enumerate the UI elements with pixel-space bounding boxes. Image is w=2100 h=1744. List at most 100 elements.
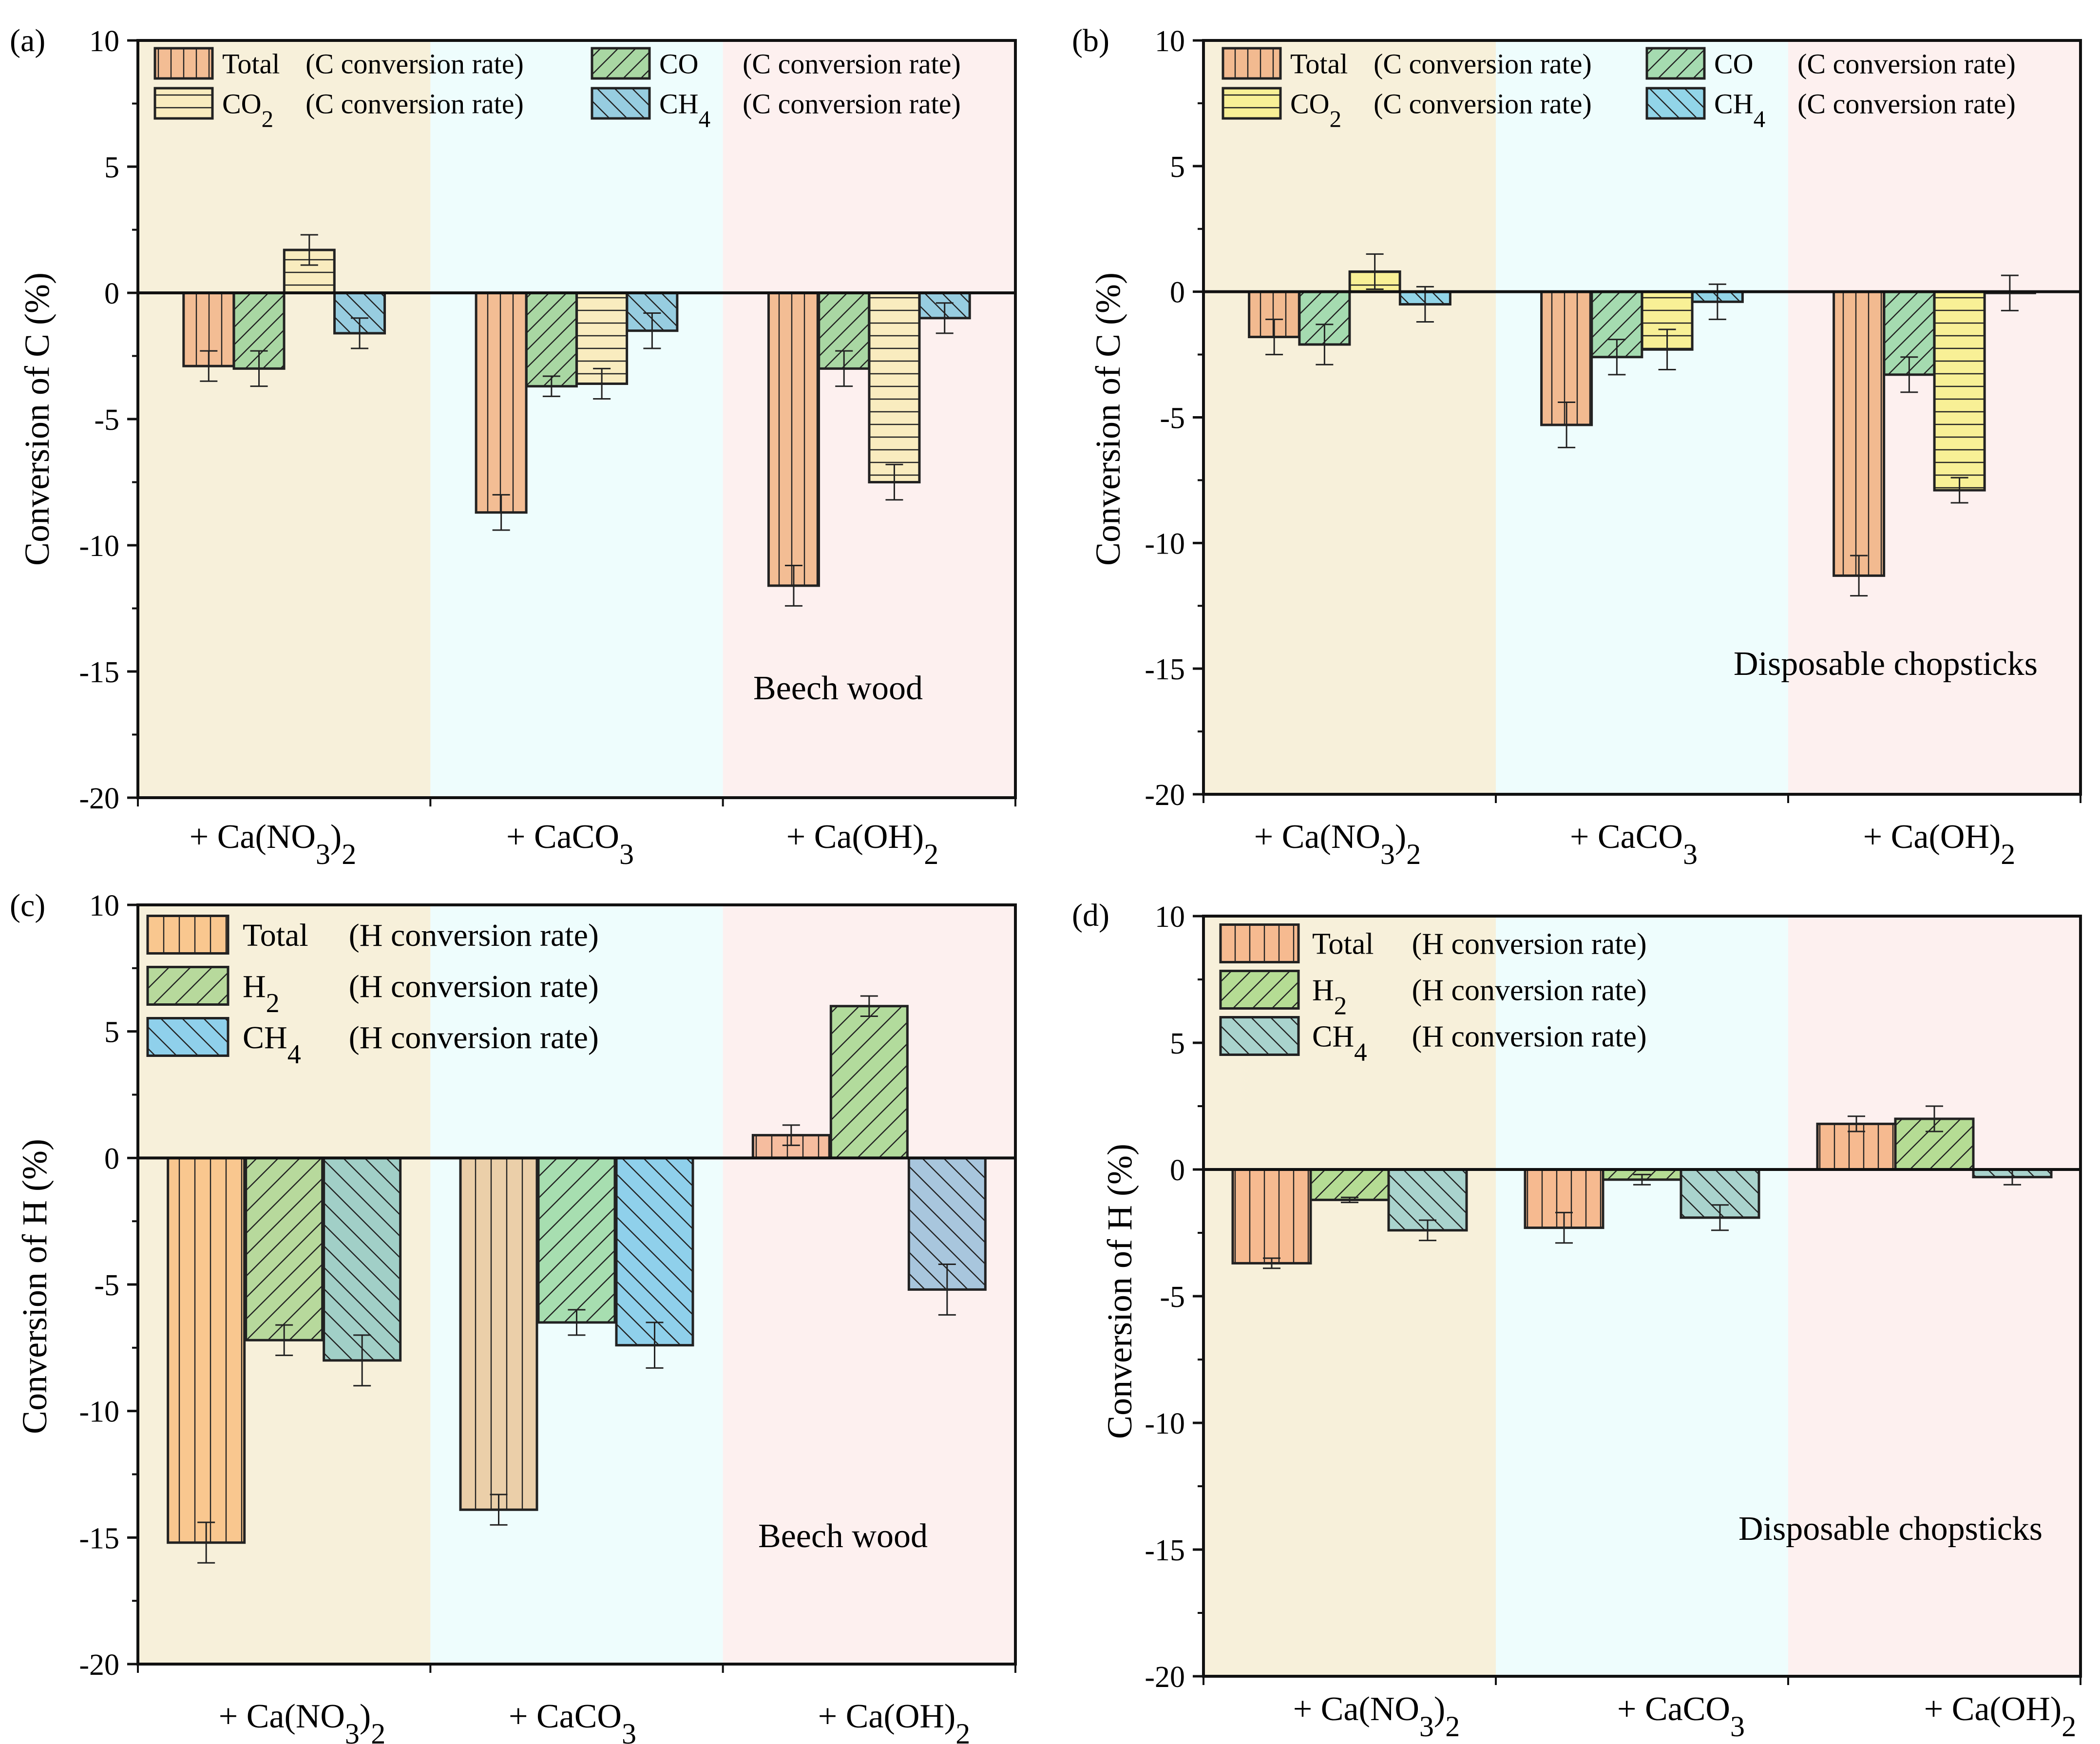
y-tick-label: 10 [89, 25, 119, 58]
panel-label: (a) [10, 23, 45, 58]
text-span: + Ca(NO [190, 818, 316, 856]
legend-series-suffix: (H conversion rate) [349, 1020, 599, 1055]
y-tick-label: 0 [1170, 276, 1185, 309]
bar-ch4-0 [323, 1156, 402, 1362]
legend-series-name: CO2 [1290, 88, 1341, 132]
text-span: CH [659, 88, 699, 119]
subscript: 2 [1330, 105, 1342, 132]
legend-swatch-total [1222, 47, 1282, 80]
text-span: H [1312, 974, 1334, 1007]
sample-annotation: Disposable chopsticks [1734, 645, 2038, 683]
text-span: + Ca(NO [1293, 1690, 1419, 1728]
legend-series-suffix: (H conversion rate) [1412, 928, 1647, 961]
bar-total-2 [1833, 290, 1886, 577]
subscript: 2 [2062, 1710, 2076, 1743]
bar-h2-0 [1309, 1168, 1390, 1201]
y-tick-label: -20 [79, 782, 119, 815]
y-tick-label: -15 [1145, 1534, 1185, 1567]
y-tick-label: -20 [79, 1648, 119, 1682]
subscript: 4 [699, 105, 711, 132]
legend-series-suffix: (C conversion rate) [1374, 88, 1592, 119]
legend-series-name: H2 [1312, 974, 1347, 1020]
x-category-label: + Ca(OH)2 [786, 818, 938, 870]
text-span: CH [1714, 88, 1754, 119]
legend-series-suffix: (C conversion rate) [305, 88, 524, 119]
panel-label: (d) [1072, 898, 1109, 933]
legend-series-suffix: (C conversion rate) [305, 48, 524, 79]
text-span: CH [243, 1020, 287, 1055]
legend-swatch-co2 [1222, 87, 1282, 120]
y-tick-label: 0 [104, 277, 119, 310]
legend: Total (H conversion rate) H2 (H conversion … [146, 915, 599, 1070]
y-axis-label: Conversion of H (%) [15, 1139, 54, 1434]
y-tick-label: 5 [104, 151, 119, 184]
region-background [138, 40, 431, 798]
text-span: + Ca(OH) [1924, 1690, 2062, 1728]
legend-swatch-co2 [153, 87, 214, 120]
text-span: + Ca(NO [219, 1698, 345, 1735]
subscript: 2 [266, 988, 280, 1018]
subscript: 2 [1334, 992, 1347, 1020]
text-span: + Ca(NO [1254, 818, 1380, 856]
x-category-label: + Ca(NO3)2 [1293, 1690, 1460, 1743]
sample-annotation: Beech wood [753, 670, 923, 707]
text-span: + CaCO [1570, 818, 1683, 856]
legend-series-name: CH4 [1312, 1020, 1367, 1067]
text-span: CH [1312, 1020, 1354, 1054]
subscript: 4 [287, 1039, 301, 1070]
text-span: + CaCO [506, 818, 619, 856]
y-tick-label: 5 [104, 1016, 119, 1049]
y-tick-label: -5 [1160, 1281, 1185, 1314]
region-background [430, 40, 723, 798]
x-category-label: + Ca(OH)2 [1863, 818, 2015, 870]
y-tick-label: -5 [94, 403, 119, 437]
text-span: + CaCO [509, 1698, 622, 1735]
bar-co-1 [525, 291, 578, 388]
bar-co2-2 [868, 291, 921, 483]
bar-total-2 [767, 291, 820, 587]
y-tick-label: 0 [104, 1142, 119, 1175]
bar-total-1 [475, 291, 528, 514]
subscript: 4 [1754, 105, 1766, 132]
y-tick-label: 10 [1155, 901, 1185, 934]
bar-h2-0 [245, 1156, 324, 1342]
y-tick-label: -10 [1145, 527, 1185, 560]
x-category-label: + CaCO3 [1617, 1690, 1745, 1743]
y-tick-label: 0 [1170, 1154, 1185, 1187]
subscript: 2 [924, 838, 938, 870]
legend-series-name: CO2 [222, 88, 273, 132]
legend-series-suffix: (H conversion rate) [1412, 1020, 1647, 1054]
y-axis-label: Conversion of H (%) [1100, 1144, 1139, 1439]
text-span: + Ca(OH) [786, 818, 924, 856]
region-background [1496, 916, 1788, 1676]
subscript: 3 [316, 838, 330, 870]
y-tick-label: 10 [89, 889, 119, 922]
subscript: 2 [955, 1718, 970, 1744]
legend-swatch-total [1219, 923, 1300, 963]
y-tick-label: 5 [1170, 1027, 1185, 1060]
y-tick-label: -10 [79, 1396, 119, 1429]
legend-series-suffix: (C conversion rate) [1797, 48, 2016, 79]
subscript: 3 [619, 838, 634, 870]
legend: Total (C conversion rate) CO (C conversion … [1222, 47, 2016, 132]
y-tick-label: -5 [94, 1269, 119, 1302]
bar-total-0 [167, 1156, 246, 1544]
y-axis-label: Conversion of C (%) [18, 272, 57, 566]
y-tick-label: -15 [79, 1522, 119, 1555]
subscript: 3 [1683, 838, 1698, 870]
bar-total-1 [459, 1156, 538, 1511]
y-tick-label: -15 [79, 656, 119, 689]
text-span: + Ca(OH) [818, 1698, 955, 1735]
legend-series-name: CH4 [1714, 88, 1765, 132]
legend-swatch-co [591, 47, 651, 80]
x-category-label: + Ca(OH)2 [1924, 1690, 2076, 1743]
y-tick-label: 10 [1155, 25, 1185, 58]
text-span: CO [222, 88, 262, 119]
text-span: CO [1714, 48, 1754, 79]
subscript: 2 [2001, 838, 2015, 870]
x-category-label: + CaCO3 [506, 818, 634, 870]
text-span: ) [330, 818, 342, 856]
legend-series-name: Total [1312, 928, 1374, 961]
x-category-label: + Ca(NO3)2 [190, 818, 356, 870]
